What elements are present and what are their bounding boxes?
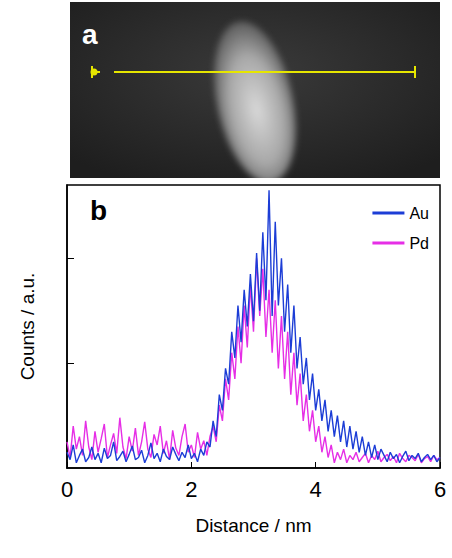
svg-text:b: b	[90, 195, 107, 226]
svg-text:a: a	[82, 19, 98, 50]
svg-text:6: 6	[434, 477, 446, 502]
svg-text:Counts / a.u.: Counts / a.u.	[17, 273, 38, 381]
svg-text:4: 4	[310, 477, 322, 502]
svg-text:Au: Au	[409, 205, 429, 222]
svg-text:0: 0	[61, 477, 73, 502]
svg-text:2: 2	[185, 477, 197, 502]
svg-text:Pd: Pd	[409, 235, 429, 252]
svg-text:Distance / nm: Distance / nm	[195, 515, 311, 536]
